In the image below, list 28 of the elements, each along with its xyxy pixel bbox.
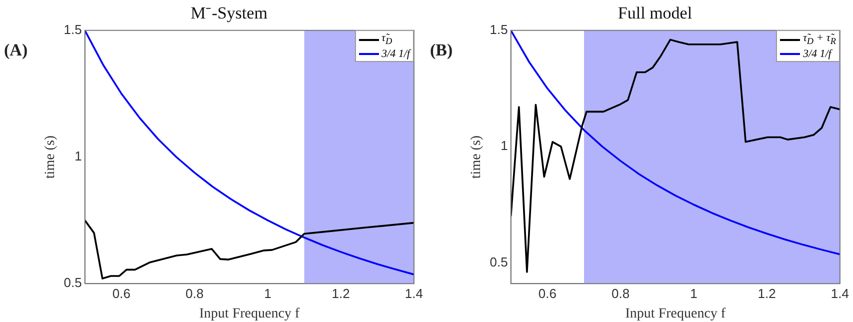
y-axis-title: time (s) <box>469 135 484 179</box>
x-axis-title: Input Frequency f <box>625 306 726 322</box>
x-tick-label: 0.6 <box>112 286 130 301</box>
y-axis-title: time (s) <box>43 135 58 179</box>
x-tick-label: 1 <box>690 286 698 301</box>
x-tick-label: 0.8 <box>612 286 630 301</box>
x-tick-label: 0.8 <box>186 286 204 301</box>
x-tick-label: 0.6 <box>538 286 556 301</box>
x-tick-label: 1 <box>264 286 272 301</box>
legend-label: 3/4 1/f <box>802 48 832 60</box>
y-tick-label: 0.5 <box>490 254 508 270</box>
y-tick-label: 1.5 <box>490 22 508 37</box>
chart-title: Full model <box>618 4 692 23</box>
y-tick-label: 1 <box>500 138 508 154</box>
text: (B) <box>430 40 453 60</box>
y-tick-label: 1.5 <box>64 22 82 37</box>
x-tick-label: 1.4 <box>404 286 424 301</box>
legend-label: 3/4 1/f <box>382 48 410 60</box>
x-axis-title: Input Frequency f <box>199 306 300 322</box>
x-tick-label: 1.2 <box>758 286 776 301</box>
y-tick-label: 1 <box>74 148 82 164</box>
legend-label: τ̃$_{D}$ <box>382 32 392 48</box>
x-tick-label: 1.2 <box>332 286 350 301</box>
x-tick-label: 1.4 <box>830 286 850 301</box>
legend-label: τ̃$_{D}$ + τ̃$_{R}$ <box>802 32 836 48</box>
y-tick-label: 0.5 <box>64 275 82 290</box>
text: (A) <box>4 40 28 60</box>
chart-title: M⁻-System <box>190 4 268 23</box>
